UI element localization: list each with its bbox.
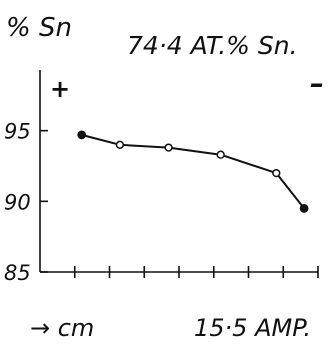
data-point — [216, 150, 225, 159]
y-tick-label: 85 — [4, 261, 31, 285]
y-tick-label: 95 — [4, 120, 31, 144]
y-ticks: 85 90 95 — [4, 120, 48, 285]
data-point — [164, 143, 173, 152]
data-point — [77, 130, 87, 140]
minus-sign: – — [310, 67, 324, 100]
plus-sign: + — [50, 75, 70, 103]
x-ticks — [73, 266, 319, 278]
series-line — [81, 133, 305, 210]
y-tick-label: 90 — [4, 190, 31, 214]
data-point — [272, 168, 281, 178]
x-axis-label: → cm — [30, 314, 94, 342]
chart-title: 74·4 AT.% Sn. — [127, 31, 298, 60]
y-axis-label: % Sn — [6, 13, 72, 43]
data-point — [299, 203, 309, 213]
series — [77, 130, 309, 213]
current-annotation: 15·5 AMP. — [194, 314, 311, 342]
data-point — [115, 140, 125, 149]
